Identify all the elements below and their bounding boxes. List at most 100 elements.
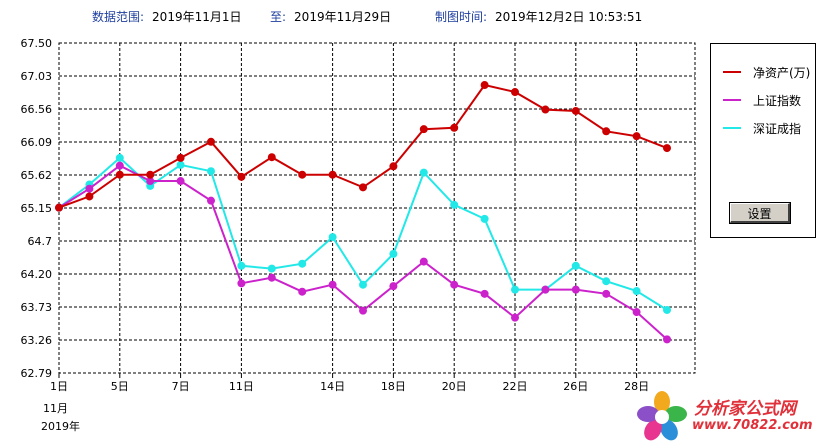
series-point-0 <box>328 170 337 179</box>
series-point-0 <box>115 170 124 179</box>
series-point-2 <box>115 153 124 162</box>
series-point-1 <box>115 161 124 170</box>
series-point-2 <box>389 249 398 258</box>
legend-swatch-net-assets <box>723 71 741 73</box>
series-point-0 <box>146 170 155 179</box>
y-tick-label: 67.50 <box>21 37 53 50</box>
watermark-url: www.70822.com <box>692 418 813 433</box>
settings-button[interactable]: 设置 <box>730 203 790 223</box>
series-point-1 <box>146 177 155 186</box>
series-point-1 <box>237 279 246 288</box>
range-end-value: 2019年11月29日 <box>294 10 392 24</box>
x-tick-label: 22日 <box>503 380 528 393</box>
series-point-0 <box>419 125 428 134</box>
series-point-1 <box>541 285 550 294</box>
series-point-2 <box>328 233 337 242</box>
range-start-value: 2019年11月1日 <box>152 10 242 24</box>
series-point-2 <box>207 167 215 176</box>
series-point-2 <box>237 261 246 270</box>
series-point-0 <box>480 81 489 90</box>
series-point-0 <box>663 144 671 153</box>
made-time-label: 制图时间: 2019年12月2日 10:53:51 <box>435 8 642 25</box>
range-start-label: 数据范围: 2019年11月1日 <box>92 8 242 25</box>
x-tick-label: 28日 <box>624 380 649 393</box>
series-point-1 <box>389 282 398 291</box>
y-tick-label: 63.73 <box>21 301 53 314</box>
chart-series <box>55 81 671 344</box>
series-point-0 <box>207 137 215 146</box>
series-point-0 <box>237 172 246 181</box>
made-time-value: 2019年12月2日 10:53:51 <box>495 10 643 24</box>
range-end-label: 至: 2019年11月29日 <box>270 8 391 25</box>
series-point-1 <box>450 280 459 289</box>
flower-logo-icon <box>637 391 687 441</box>
series-point-0 <box>359 183 367 192</box>
series-point-2 <box>632 287 641 296</box>
range-label: 数据范围: <box>92 10 145 24</box>
x-axis-year-label: 2019年 <box>41 419 80 433</box>
y-tick-label: 63.26 <box>21 334 53 347</box>
series-point-1 <box>267 273 276 282</box>
x-axis-ticks: 1日 5日 7日 11日 14日 18日 20日 22日 26日 28日 <box>50 373 649 393</box>
chart-grid <box>58 42 696 374</box>
y-tick-label: 64.7 <box>28 235 53 248</box>
series-point-0 <box>632 132 641 141</box>
series-point-1 <box>85 184 94 193</box>
series-point-0 <box>176 153 185 162</box>
series-point-1 <box>176 177 185 186</box>
y-tick-label: 65.62 <box>21 169 53 182</box>
series-point-2 <box>267 264 276 273</box>
series-point-1 <box>632 308 641 317</box>
x-tick-label: 26日 <box>563 380 588 393</box>
series-point-2 <box>602 277 611 286</box>
series-point-1 <box>602 289 611 298</box>
series-point-1 <box>298 287 307 296</box>
x-tick-label: 14日 <box>320 380 345 393</box>
legend-panel: 净资产(万) 上证指数 深证成指 设置 <box>710 43 816 238</box>
y-tick-label: 65.15 <box>21 202 53 215</box>
x-tick-label: 18日 <box>381 380 406 393</box>
series-point-2 <box>511 285 519 294</box>
legend-label-shenzhen: 深证成指 <box>753 122 802 136</box>
x-tick-label: 11日 <box>229 380 254 393</box>
watermark: 分析家公式网 www.70822.com <box>636 388 835 444</box>
y-axis-ticks: 67.50 67.03 66.56 66.09 65.62 65.15 64.7 64.20 6… <box>21 37 53 380</box>
series-point-1 <box>511 313 519 322</box>
series-point-2 <box>359 280 367 289</box>
series-point-2 <box>176 160 185 169</box>
y-tick-label: 66.56 <box>21 103 53 116</box>
legend-label-net-assets: 净资产(万) <box>753 66 811 80</box>
legend-swatch-shanghai <box>723 99 741 101</box>
y-tick-label: 64.20 <box>21 268 53 281</box>
series-point-1 <box>359 306 367 315</box>
series-point-1 <box>328 280 337 289</box>
series-point-2 <box>419 168 428 177</box>
series-point-2 <box>480 214 489 223</box>
series-point-1 <box>571 285 580 294</box>
series-point-0 <box>450 123 459 132</box>
made-label: 制图时间: <box>435 10 488 24</box>
series-point-0 <box>55 203 63 212</box>
y-tick-label: 62.79 <box>21 367 53 380</box>
y-tick-label: 66.09 <box>21 136 53 149</box>
series-point-2 <box>450 200 459 209</box>
series-point-1 <box>419 257 428 266</box>
series-point-1 <box>207 196 215 205</box>
to-label: 至: <box>270 10 287 24</box>
x-tick-label: 1日 <box>50 380 68 393</box>
x-tick-label: 20日 <box>442 380 467 393</box>
series-point-0 <box>85 192 94 201</box>
x-axis-month-label: 11月 <box>43 402 68 415</box>
watermark-title: 分析家公式网 <box>694 399 796 419</box>
series-point-0 <box>602 127 611 136</box>
series-point-2 <box>571 261 580 270</box>
series-point-0 <box>298 170 307 179</box>
x-tick-label: 5日 <box>111 380 129 393</box>
series-point-2 <box>298 259 307 268</box>
legend-label-shanghai: 上证指数 <box>753 94 802 108</box>
series-point-1 <box>663 335 671 344</box>
legend-swatch-shenzhen <box>723 127 741 129</box>
x-tick-label: 7日 <box>172 380 190 393</box>
series-point-0 <box>541 105 550 114</box>
